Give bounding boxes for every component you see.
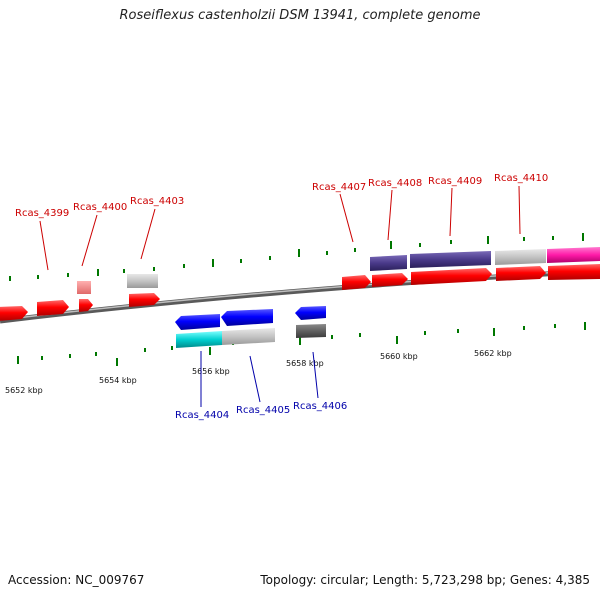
tick-label: 5652 kbp <box>5 386 43 395</box>
tick-label: 5658 kbp <box>286 359 324 368</box>
gene-forward[interactable] <box>129 293 160 307</box>
gene-forward[interactable] <box>0 306 28 321</box>
gene-rcas-4407[interactable] <box>342 275 371 290</box>
gene-bar[interactable] <box>370 255 407 271</box>
top-label-leaders <box>39 185 521 271</box>
tick-label: 5654 kbp <box>99 376 137 385</box>
map-title: Roseiflexus castenholzii DSM 13941, comp… <box>119 8 481 23</box>
gene-rcas-4408[interactable] <box>372 273 408 287</box>
gene-forward[interactable] <box>37 300 69 316</box>
gene-forward[interactable] <box>548 264 600 280</box>
gene-rcas-4405[interactable] <box>221 309 273 326</box>
tick-label: 5656 kbp <box>192 367 230 376</box>
gene-bar[interactable] <box>127 274 158 288</box>
reverse-genes-outer <box>176 324 326 348</box>
gene-label-rcas-4404[interactable]: Rcas_4404 <box>175 410 229 421</box>
upper-tick-row <box>9 233 584 281</box>
gene-rcas-4404[interactable] <box>175 314 220 330</box>
tick-label: 5662 kbp <box>474 349 512 358</box>
forward-genes-inner <box>0 264 600 321</box>
reverse-genes-inner <box>175 306 326 330</box>
gene-label-rcas-4405[interactable]: Rcas_4405 <box>236 405 290 416</box>
gene-bar[interactable] <box>296 324 326 338</box>
gene-bar[interactable] <box>176 331 222 348</box>
gene-rcas-4410[interactable] <box>496 266 546 281</box>
gene-bar[interactable] <box>495 249 546 265</box>
gene-label-rcas-4399[interactable]: Rcas_4399 <box>15 208 69 219</box>
gene-label-rcas-4400[interactable]: Rcas_4400 <box>73 202 127 213</box>
genome-summary-text: Topology: circular; Length: 5,723,298 bp… <box>260 573 590 587</box>
gene-rcas-4406[interactable] <box>295 306 326 320</box>
gene-rcas-4409[interactable] <box>411 268 492 285</box>
gene-bar[interactable] <box>410 251 491 268</box>
forward-genes-outer <box>77 247 600 294</box>
gene-label-rcas-4409[interactable]: Rcas_4409 <box>428 176 482 187</box>
gene-bar[interactable] <box>77 281 91 294</box>
gene-bar[interactable] <box>222 328 275 345</box>
gene-label-rcas-4410[interactable]: Rcas_4410 <box>494 173 548 184</box>
tick-label: 5660 kbp <box>380 352 418 361</box>
gene-label-rcas-4406[interactable]: Rcas_4406 <box>293 401 347 412</box>
bottom-label-leaders <box>200 351 319 407</box>
gene-label-rcas-4408[interactable]: Rcas_4408 <box>368 178 422 189</box>
gene-label-rcas-4407[interactable]: Rcas_4407 <box>312 182 366 193</box>
gene-rcas-4400[interactable] <box>79 299 93 312</box>
accession-text: Accession: NC_009767 <box>8 573 145 587</box>
gene-bar[interactable] <box>547 247 600 263</box>
gene-label-rcas-4403[interactable]: Rcas_4403 <box>130 196 184 207</box>
